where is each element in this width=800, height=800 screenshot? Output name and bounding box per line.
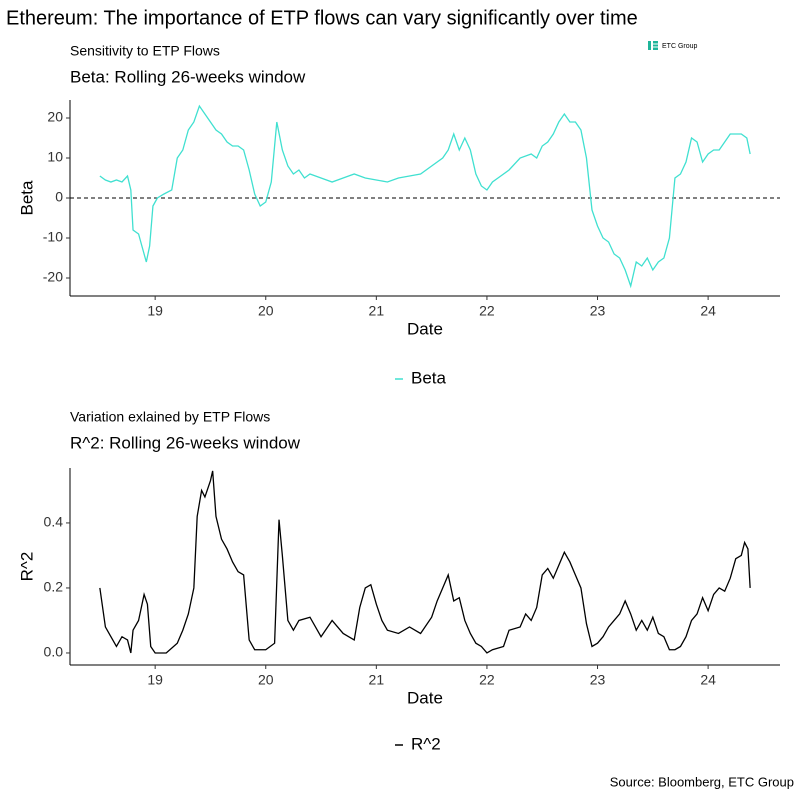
logo-icon: [653, 44, 658, 47]
y-axis-title: Beta: [17, 180, 36, 216]
legend-label: Beta: [411, 368, 447, 387]
logo-icon: [653, 41, 658, 44]
x-tick-label: 24: [700, 672, 716, 688]
data-line: [99, 104, 751, 289]
x-tick-label: 22: [479, 303, 495, 319]
x-tick-label: 19: [147, 303, 163, 319]
y-tick-label: -10: [43, 229, 63, 245]
x-tick-label: 22: [479, 672, 495, 688]
legend-label: R^2: [411, 734, 441, 753]
chart-subtitle: Variation exlained by ETP Flows: [70, 409, 270, 425]
x-tick-label: 23: [590, 303, 606, 319]
y-tick-label: 0.0: [44, 644, 64, 660]
chart-title: Beta: Rolling 26-weeks window: [70, 67, 306, 86]
x-tick-label: 21: [369, 303, 385, 319]
y-axis-title: R^2: [17, 552, 36, 582]
logo-icon: [648, 41, 651, 50]
logo-text: ETC Group: [662, 43, 698, 50]
source: Source: Bloomberg, ETC Group: [610, 774, 794, 789]
page-title: Ethereum: The importance of ETP flows ca…: [6, 7, 638, 29]
y-tick-label: 0.4: [44, 514, 64, 530]
y-tick-label: -20: [43, 269, 63, 285]
x-tick-label: 20: [258, 303, 274, 319]
y-tick-label: 10: [47, 149, 63, 165]
y-tick-label: 20: [47, 109, 63, 125]
x-tick-label: 24: [700, 303, 716, 319]
x-tick-label: 20: [258, 672, 274, 688]
y-tick-label: 0: [55, 189, 63, 205]
x-tick-label: 19: [147, 672, 163, 688]
x-axis-title: Date: [407, 688, 443, 707]
x-tick-label: 21: [369, 672, 385, 688]
chart-title: R^2: Rolling 26-weeks window: [70, 433, 301, 452]
y-tick-label: 0.2: [44, 579, 64, 595]
chart-subtitle: Sensitivity to ETP Flows: [70, 43, 220, 59]
data-line: [99, 470, 751, 654]
x-tick-label: 23: [590, 672, 606, 688]
x-axis-title: Date: [407, 319, 443, 338]
logo: ETC Group: [648, 41, 698, 50]
logo-icon: [653, 47, 658, 50]
